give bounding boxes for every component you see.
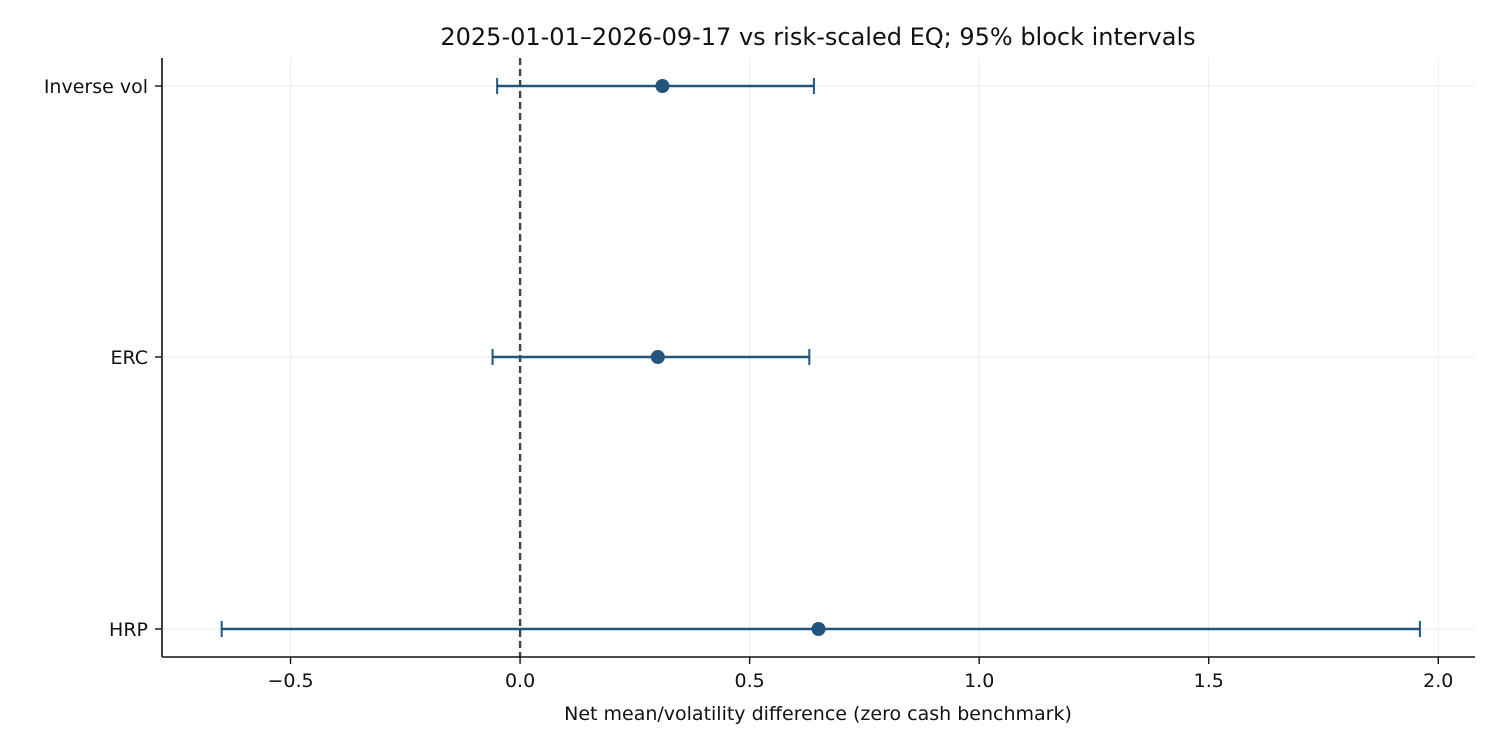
estimate-point xyxy=(650,350,665,364)
x-tick-label: −0.5 xyxy=(267,670,313,692)
grid-lines xyxy=(162,58,1475,657)
estimate-point xyxy=(655,79,670,93)
x-tick-label: 0.5 xyxy=(735,670,765,692)
x-tick-label: 1.0 xyxy=(964,670,994,692)
y-tick-label: HRP xyxy=(109,619,148,641)
y-tick-label: Inverse vol xyxy=(44,76,148,98)
estimate-point xyxy=(811,622,826,636)
x-tick-label: 1.5 xyxy=(1194,670,1224,692)
x-ticks: −0.5 0.0 0.5 1.0 1.5 2.0 xyxy=(267,657,1453,692)
chart-title: 2025-01-01–2026-09-17 vs risk-scaled EQ;… xyxy=(440,23,1195,51)
x-tick-label: 2.0 xyxy=(1423,670,1453,692)
x-tick-label: 0.0 xyxy=(505,670,535,692)
y-ticks: Inverse vol ERC HRP xyxy=(44,76,162,641)
x-axis-label: Net mean/volatility difference (zero cas… xyxy=(564,703,1072,725)
y-tick-label: ERC xyxy=(110,347,148,369)
estimate-points xyxy=(650,79,826,636)
